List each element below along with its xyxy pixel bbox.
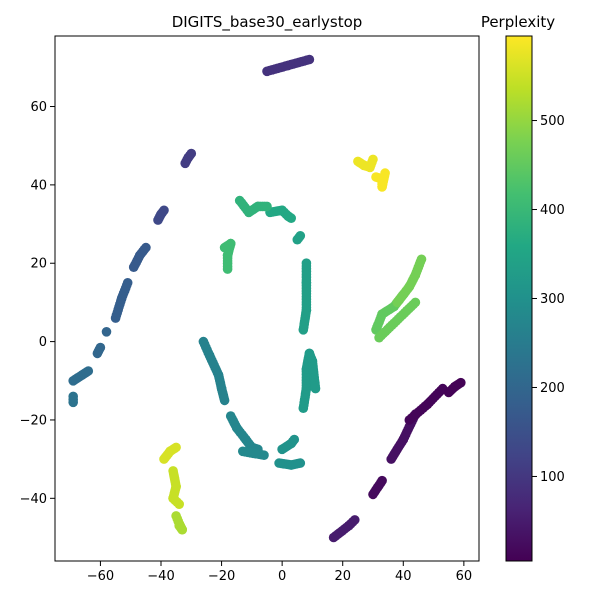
x-tick-label: −60 (87, 569, 114, 584)
data-point (377, 475, 387, 486)
data-point (95, 342, 106, 353)
y-tick-label: −40 (20, 492, 47, 507)
data-points (68, 54, 466, 543)
y-axis: −40 −20 0 20 40 60 (20, 100, 55, 507)
x-axis: −60 −40 −20 0 20 40 60 (87, 561, 472, 584)
data-point (219, 242, 230, 253)
data-point (171, 442, 181, 453)
data-point (286, 213, 297, 223)
y-tick-label: 60 (30, 100, 47, 115)
chart-title: DIGITS_base30_earlystop (172, 13, 363, 32)
data-point (289, 434, 300, 445)
plot-frame (54, 35, 480, 562)
colorbar-tick-label: 400 (540, 203, 565, 218)
colorbar-tick-label: 200 (540, 381, 565, 396)
colorbar-tick-label: 100 (540, 470, 565, 485)
x-tick-label: −40 (147, 569, 174, 584)
x-tick-label: −20 (208, 569, 235, 584)
data-point (301, 258, 312, 269)
data-point (101, 327, 112, 337)
data-point (68, 391, 78, 402)
data-point (350, 515, 360, 525)
data-point (374, 332, 384, 343)
colorbar-label: Perplexity (481, 13, 555, 31)
data-point (310, 383, 321, 394)
data-point (186, 148, 197, 159)
data-point (304, 54, 315, 65)
data-point (368, 154, 378, 165)
x-tick-label: 20 (334, 569, 351, 584)
colorbar-tick-label: 300 (540, 292, 565, 307)
data-point (456, 377, 466, 388)
x-tick-label: 60 (456, 569, 473, 584)
data-point (295, 231, 306, 241)
colorbar-axis: 100 200 300 400 500 (532, 114, 565, 485)
y-tick-label: −20 (20, 413, 47, 428)
x-tick-label: 40 (395, 569, 412, 584)
data-point (219, 395, 230, 406)
data-point (295, 458, 306, 468)
data-point (380, 168, 390, 178)
data-point (159, 205, 169, 216)
data-point (141, 242, 151, 253)
data-point (259, 450, 269, 461)
y-tick-label: 0 (39, 335, 47, 350)
data-point (262, 201, 272, 212)
y-tick-label: 40 (30, 178, 47, 193)
data-point (174, 520, 184, 531)
data-point (83, 366, 94, 376)
data-point (122, 278, 133, 288)
data-point (174, 499, 184, 510)
data-point (416, 254, 427, 265)
colorbar-tick-label: 500 (540, 114, 565, 129)
colorbar (505, 35, 533, 562)
x-tick-label: 0 (278, 569, 286, 584)
y-tick-label: 20 (30, 257, 47, 272)
